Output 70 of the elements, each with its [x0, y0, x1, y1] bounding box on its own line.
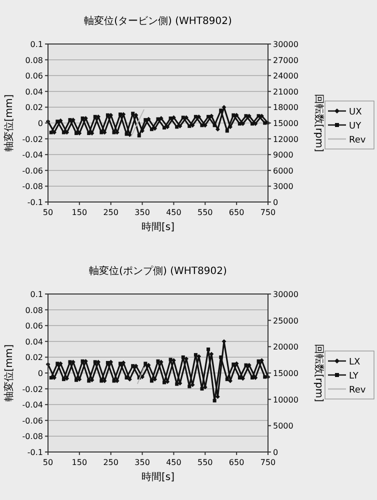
y-tick-label: 0.02 [25, 353, 43, 362]
y2-tick-label: 30000 [273, 290, 298, 299]
y2-tick-label: 20000 [273, 342, 298, 352]
y2-tick-label: 10000 [273, 395, 298, 404]
y2-tick-label: 18000 [273, 103, 298, 112]
x-tick-label: 350 [134, 208, 150, 217]
y-tick-label: -0.06 [22, 166, 43, 176]
y-tick-label: 0.04 [25, 87, 43, 96]
legend-label: Rev [349, 136, 366, 146]
legend-label: LX [349, 358, 360, 368]
y2-tick-label: 5000 [273, 422, 294, 431]
y2-tick-label: 12000 [273, 134, 298, 144]
x-axis-title: 時間[s] [141, 221, 175, 233]
x-tick-label: 750 [260, 458, 276, 467]
y-axis-title: 軸変位[mm] [3, 94, 15, 152]
y-tick-label: 0 [38, 119, 43, 128]
chart-title: 軸変位(ポンプ側) (WHT8902) [89, 265, 227, 277]
y2-axis-title: 回転数[rpm] [313, 344, 324, 402]
chart-title: 軸変位(タービン側) (WHT8902) [84, 15, 232, 27]
y2-tick-label: 15000 [273, 369, 298, 378]
y-tick-label: 0.04 [25, 337, 43, 346]
y-axis-title: 軸変位[mm] [3, 344, 15, 402]
y-tick-label: -0.08 [22, 432, 43, 442]
x-tick-label: 150 [72, 458, 88, 467]
y-tick-label: -0.02 [22, 134, 43, 144]
y2-tick-label: 6000 [273, 166, 294, 176]
y-tick-label: -0.1 [27, 198, 43, 207]
y-tick-label: -0.1 [27, 448, 43, 457]
y2-tick-label: 0 [273, 198, 278, 207]
x-tick-label: 650 [228, 458, 244, 467]
x-tick-label: 250 [103, 458, 118, 467]
y2-tick-label: 24000 [273, 72, 298, 81]
y2-tick-label: 30000 [273, 40, 298, 49]
legend-label: Rev [349, 386, 366, 396]
y-tick-label: -0.06 [22, 416, 43, 426]
x-tick-label: 650 [228, 208, 244, 217]
x-tick-label: 350 [134, 458, 150, 467]
y-tick-label: -0.02 [22, 384, 43, 394]
y2-tick-label: 21000 [273, 87, 298, 96]
x-tick-label: 50 [42, 208, 54, 217]
y-tick-label: -0.08 [22, 182, 43, 192]
x-tick-label: 150 [72, 208, 88, 217]
y-tick-label: 0.1 [30, 40, 43, 49]
x-tick-label: 50 [42, 458, 54, 467]
y-tick-label: -0.04 [22, 150, 43, 160]
y2-tick-label: 0 [273, 448, 278, 457]
x-tick-label: 450 [166, 458, 182, 467]
y2-tick-label: 9000 [273, 150, 294, 160]
x-tick-label: 550 [198, 208, 213, 217]
x-tick-label: 450 [166, 208, 182, 217]
y-tick-label: 0.06 [25, 322, 43, 331]
legend-label: UY [349, 122, 362, 132]
y2-tick-label: 15000 [273, 119, 298, 128]
y2-axis-title: 回転数[rpm] [313, 94, 324, 152]
legend-label: LY [349, 372, 359, 382]
legend-label: UX [349, 108, 362, 118]
y-tick-label: 0.02 [25, 103, 43, 112]
x-tick-label: 250 [103, 208, 118, 217]
y-tick-label: 0.08 [25, 306, 43, 315]
y-tick-label: 0 [38, 369, 43, 378]
y2-tick-label: 3000 [273, 182, 294, 192]
y-tick-label: -0.04 [22, 400, 43, 410]
x-tick-label: 550 [198, 458, 213, 467]
x-axis-title: 時間[s] [141, 471, 175, 483]
y2-tick-label: 27000 [273, 56, 298, 65]
x-tick-label: 750 [260, 208, 276, 217]
y-tick-label: 0.08 [25, 56, 43, 65]
y2-tick-label: 25000 [273, 316, 298, 326]
y-tick-label: 0.1 [30, 290, 43, 299]
y-tick-label: 0.06 [25, 72, 43, 81]
